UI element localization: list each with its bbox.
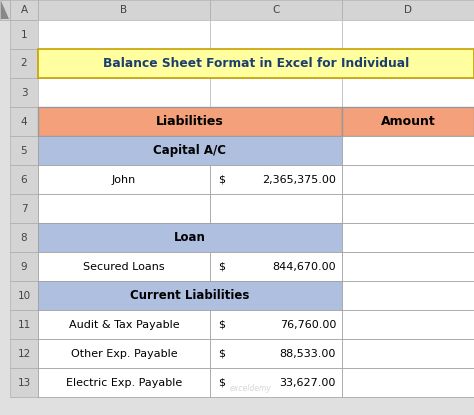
Bar [10,223,38,252]
Bar [38,20,210,49]
Text: 9: 9 [21,261,27,271]
Text: 8: 8 [21,232,27,242]
Text: 12: 12 [18,349,31,359]
Text: C: C [272,5,280,15]
Bar [10,0,38,20]
Bar [342,136,474,165]
Bar [38,368,210,397]
Bar [342,107,474,136]
Bar [38,339,210,368]
Bar [342,223,474,252]
Bar [210,165,342,194]
Text: Capital A/C: Capital A/C [154,144,227,157]
Bar [38,223,342,252]
Text: Secured Loans: Secured Loans [83,261,165,271]
Bar [10,136,38,165]
Bar [38,136,342,165]
Bar [342,252,474,281]
Text: Electric Exp. Payable: Electric Exp. Payable [66,378,182,388]
Text: Audit & Tax Payable: Audit & Tax Payable [69,320,179,330]
Bar [342,310,474,339]
Bar [342,78,474,107]
Text: 88,533.00: 88,533.00 [280,349,336,359]
Text: $: $ [218,261,225,271]
Bar [210,252,342,281]
Text: $: $ [218,378,225,388]
Bar [38,49,474,78]
Text: $: $ [218,349,225,359]
Bar [10,165,38,194]
Bar [38,281,342,310]
Bar [10,310,38,339]
Text: John: John [112,174,136,185]
Bar [210,78,342,107]
Text: D: D [404,5,412,15]
Bar [210,194,342,223]
Bar [210,368,342,397]
Text: 2: 2 [21,59,27,68]
Bar [210,0,342,20]
Text: 10: 10 [18,290,30,300]
Bar [10,107,38,136]
Bar [10,49,38,78]
Text: Amount: Amount [381,115,436,128]
Bar [342,368,474,397]
Text: Loan: Loan [174,231,206,244]
Text: B: B [120,5,128,15]
Bar [342,0,474,20]
Bar [342,20,474,49]
Bar [210,20,342,49]
Bar [10,339,38,368]
Text: 844,670.00: 844,670.00 [273,261,336,271]
Bar [38,252,210,281]
Bar [342,281,474,310]
Bar [10,194,38,223]
Text: exceldemy: exceldemy [230,384,272,393]
Bar [342,339,474,368]
Text: 33,627.00: 33,627.00 [280,378,336,388]
Text: 6: 6 [21,174,27,185]
Bar [10,281,38,310]
Text: 1: 1 [21,29,27,39]
Bar [210,310,342,339]
Text: 5: 5 [21,146,27,156]
Bar [342,165,474,194]
Bar [10,252,38,281]
Bar [10,20,38,49]
Text: 3: 3 [21,88,27,98]
Text: 13: 13 [18,378,31,388]
Bar [38,194,210,223]
Bar [0,0,10,20]
Text: $: $ [218,320,225,330]
Bar [38,78,210,107]
Bar [38,107,342,136]
Text: 76,760.00: 76,760.00 [280,320,336,330]
Text: 7: 7 [21,203,27,213]
Text: $: $ [218,174,225,185]
Bar [38,310,210,339]
Bar [10,368,38,397]
Text: Balance Sheet Format in Excel for Individual: Balance Sheet Format in Excel for Indivi… [103,57,409,70]
Text: 11: 11 [18,320,31,330]
Text: Current Liabilities: Current Liabilities [130,289,250,302]
Polygon shape [1,1,9,19]
Bar [38,165,210,194]
Bar [38,0,210,20]
Text: Liabilities: Liabilities [156,115,224,128]
Bar [342,194,474,223]
Bar [210,339,342,368]
Text: Other Exp. Payable: Other Exp. Payable [71,349,177,359]
Bar [10,78,38,107]
Text: A: A [20,5,27,15]
Text: 2,365,375.00: 2,365,375.00 [262,174,336,185]
Text: 4: 4 [21,117,27,127]
